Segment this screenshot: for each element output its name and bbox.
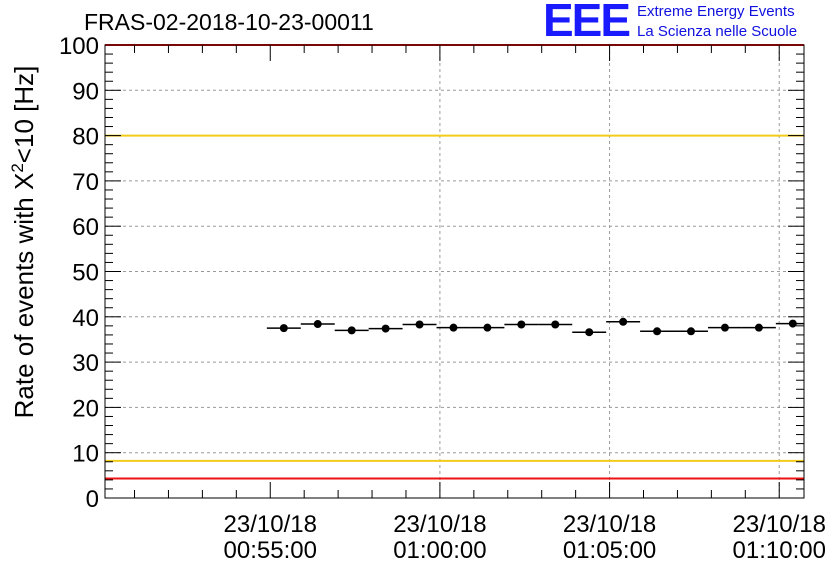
logo-text-line1: Extreme Energy Events [637, 3, 795, 20]
y-tick-label: 30 [72, 350, 99, 377]
grid-lines [105, 45, 804, 498]
x-tick-label-time: 01:00:00 [393, 537, 486, 564]
data-point [313, 320, 322, 329]
axis-ticks [105, 44, 804, 499]
y-tick-label: 20 [72, 395, 99, 422]
x-tick-label-time: 01:05:00 [563, 537, 656, 564]
y-tick-labels: 0 10 20 30 40 50 60 70 80 90 100 [59, 33, 99, 513]
x-tick-label-time: 01:10:00 [733, 537, 826, 564]
data-point [483, 323, 492, 332]
data-point [347, 326, 356, 335]
data-point [449, 323, 458, 332]
x-tick-label-date: 23/10/18 [733, 511, 826, 538]
data-point [653, 327, 662, 336]
y-tick-label: 100 [59, 33, 99, 60]
data-point [585, 328, 594, 337]
x-tick-label-time: 00:55:00 [224, 537, 317, 564]
logo-text-line2: La Scienza nelle Scuole [637, 23, 798, 40]
data-point [687, 327, 696, 336]
x-tick-label-date: 23/10/18 [224, 511, 317, 538]
y-axis-label-tail: <10 [Hz] [9, 66, 39, 164]
x-tick-label-date: 23/10/18 [393, 511, 486, 538]
data-point [415, 320, 424, 329]
reference-lines [105, 44, 804, 480]
y-tick-label: 40 [72, 305, 99, 332]
data-point [381, 324, 390, 333]
y-axis-label-superscript: 2 [8, 163, 27, 172]
data-point [551, 320, 560, 329]
eee-logo: EEE Extreme Energy Events La Scienza nel… [543, 0, 833, 46]
y-tick-label: 10 [72, 441, 99, 468]
y-tick-label: 70 [72, 169, 99, 196]
y-axis-label-main: Rate of events with X [9, 173, 39, 419]
y-axis-label: Rate of events with X2<10 [Hz] [8, 66, 39, 419]
x-tick-label-date: 23/10/18 [563, 511, 656, 538]
data-points [266, 317, 804, 337]
data-point [754, 323, 763, 332]
data-point [788, 319, 797, 328]
data-point [279, 324, 288, 333]
y-tick-label: 90 [72, 78, 99, 105]
y-tick-label: 60 [72, 214, 99, 241]
data-point [517, 320, 526, 329]
y-tick-label: 0 [86, 486, 99, 513]
x-tick-labels: 23/10/1800:55:0023/10/1801:00:0023/10/18… [224, 511, 826, 564]
chart-title: FRAS-02-2018-10-23-00011 [84, 9, 374, 35]
logo-mark: EEE [543, 0, 631, 46]
y-tick-label: 80 [72, 124, 99, 151]
y-tick-label: 50 [72, 260, 99, 287]
data-point [720, 323, 729, 332]
data-point [619, 317, 628, 326]
